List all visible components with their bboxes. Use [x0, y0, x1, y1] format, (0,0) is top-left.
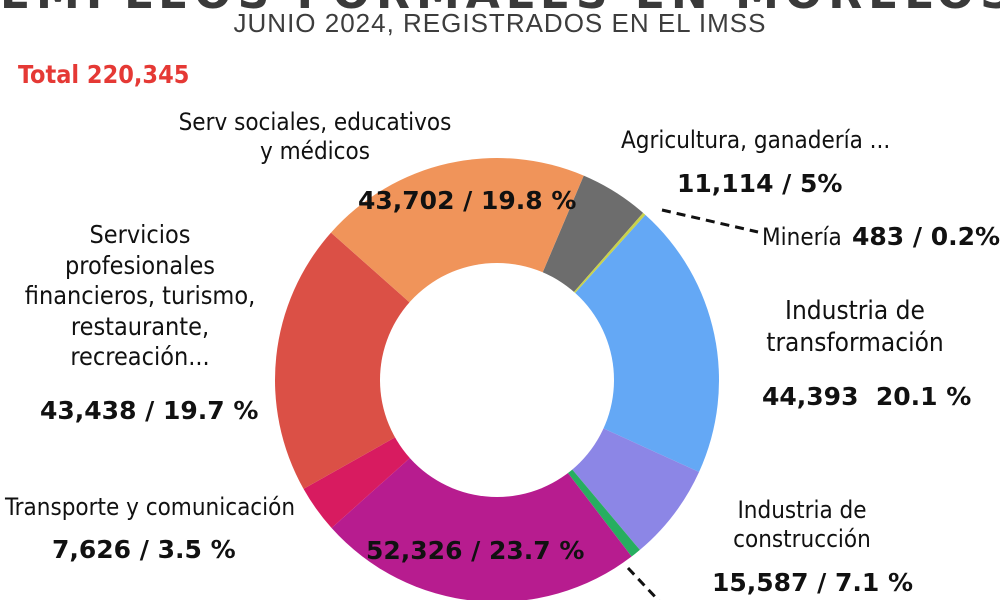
label-servicios-line3: financieros, turismo, [24, 281, 256, 310]
donut-hole [380, 263, 614, 497]
label-servicios-line2: profesionales [64, 250, 216, 280]
label-servicios-line1: Servicios [89, 220, 191, 249]
label-mineria: Minería [762, 223, 842, 251]
value-serv-sociales: 43,702 / 19.8 % [358, 186, 577, 215]
label-servicios-line4: restaurante, [70, 311, 210, 341]
label-ind-construccion-line2: construcción [733, 525, 871, 554]
value-comercio: 52,326 / 23.7 % [366, 536, 585, 565]
mineria-leader-line [661, 208, 759, 234]
page-title: EMPLEOS FORMALES EN MORELOS [0, 0, 1000, 19]
value-transporte: 7,626 / 3.5 % [52, 535, 236, 564]
label-serv-sociales-line1: Serv sociales, educativos [178, 108, 452, 136]
label-servicios-profesionales: Servicios profesionales financieros, tur… [10, 220, 270, 373]
label-ind-construccion: Industria de construcción [712, 496, 892, 555]
value-servicios-profesionales: 43,438 / 19.7 % [40, 396, 259, 425]
label-ind-transformacion-line1: Industria de [785, 296, 925, 326]
label-serv-sociales: Serv sociales, educativos y médicos [160, 108, 470, 167]
label-ind-transformacion-line2: transformación [766, 327, 944, 358]
total-label: Total 220,345 [18, 60, 190, 89]
page-subtitle: JUNIO 2024, REGISTRADOS EN EL IMSS [233, 8, 767, 38]
label-ind-transformacion: Industria de transformación [745, 296, 965, 359]
label-servicios-line5: recreación... [70, 342, 210, 371]
label-transporte: Transporte y comunicación [5, 493, 296, 521]
value-ind-construccion: 15,587 / 7.1 % [712, 568, 914, 597]
value-ind-transformacion: 44,393 20.1 % [762, 382, 972, 411]
label-ind-construccion-line1: Industria de [737, 496, 867, 524]
value-mineria: 483 / 0.2% [852, 222, 1000, 251]
value-agricultura: 11,114 / 5% [677, 169, 843, 198]
label-serv-sociales-line2: y médicos [260, 137, 370, 166]
comercio-leader-line [626, 566, 661, 600]
label-agricultura: Agricultura, ganadería ... [621, 126, 891, 154]
